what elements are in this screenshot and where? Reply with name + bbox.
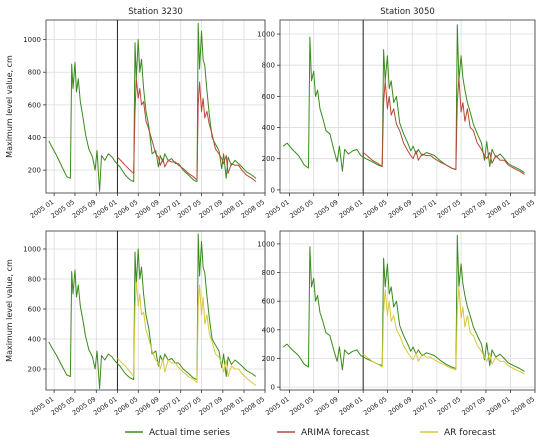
y-tick-label: 600 <box>262 298 275 306</box>
y-tick-label: 600 <box>28 306 41 314</box>
x-tick-label: 2005 09 <box>313 395 340 417</box>
y-tick-label: 600 <box>262 93 275 101</box>
series-line-ar <box>362 286 525 375</box>
y-tick-label: 1000 <box>23 246 41 254</box>
legend-label-ar: AR forecast <box>444 428 496 438</box>
series-line-arima <box>362 77 525 175</box>
y-tick-label: 800 <box>262 269 275 277</box>
y-tick-label: 800 <box>262 62 275 70</box>
series-line-actual <box>282 24 525 174</box>
y-tick-label: 1000 <box>23 36 41 44</box>
series-line-actual <box>48 22 257 192</box>
x-tick-label: 2005 01 <box>264 395 291 417</box>
x-tick-label: 2006 09 <box>387 395 414 417</box>
series-line-arima <box>117 78 257 182</box>
y-tick-label: 200 <box>262 355 275 363</box>
legend-label-actual: Actual time series <box>149 428 230 438</box>
x-tick-label: 2007 01 <box>411 395 438 417</box>
series-line-actual <box>282 234 525 372</box>
x-tick-label: 2007 09 <box>460 395 487 417</box>
x-tick-label: 2005 05 <box>288 198 315 220</box>
y-tick-label: 200 <box>28 366 41 374</box>
x-tick-label: 2008 05 <box>240 395 267 417</box>
x-tick-label: 2006 09 <box>387 198 414 220</box>
y-tick-label: 0 <box>271 384 275 392</box>
plot-frame <box>45 19 266 194</box>
y-tick-label: 1000 <box>257 240 275 248</box>
x-tick-label: 2007 05 <box>436 395 463 417</box>
x-tick-label: 2008 05 <box>510 395 537 417</box>
x-tick-label: 2008 05 <box>240 198 267 220</box>
x-tick-label: 2005 01 <box>264 198 291 220</box>
x-tick-label: 2008 01 <box>485 198 512 220</box>
y-tick-label: 0 <box>271 186 275 194</box>
y-tick-label: 1000 <box>257 31 275 39</box>
y-tick-label: 400 <box>28 134 41 142</box>
series-line-ar <box>117 281 257 386</box>
chart-title: Station 3230 <box>128 7 183 17</box>
x-tick-label: 2006 05 <box>362 395 389 417</box>
x-tick-label: 2007 09 <box>460 198 487 220</box>
y-tick-label: 800 <box>28 69 41 77</box>
x-tick-label: 2005 09 <box>313 198 340 220</box>
x-tick-label: 2006 05 <box>362 198 389 220</box>
y-tick-label: 200 <box>262 155 275 163</box>
x-tick-label: 2007 01 <box>411 198 438 220</box>
chart-title: Station 3050 <box>380 7 435 17</box>
series-line-actual <box>48 233 257 389</box>
y-tick-label: 800 <box>28 276 41 284</box>
x-tick-label: 2008 05 <box>510 198 537 220</box>
plot-frame <box>45 230 266 391</box>
y-axis-label: Maximum level value, cm <box>5 55 14 158</box>
x-tick-label: 2006 01 <box>338 395 365 417</box>
y-tick-label: 600 <box>28 101 41 109</box>
y-tick-label: 400 <box>262 326 275 334</box>
y-axis-label: Maximum level value, cm <box>5 259 14 362</box>
x-tick-label: 2005 05 <box>288 395 315 417</box>
plot-frame <box>279 19 536 194</box>
x-tick-label: 2006 01 <box>338 198 365 220</box>
legend-label-arima: ARIMA forecast <box>301 428 370 438</box>
y-tick-label: 400 <box>28 336 41 344</box>
x-tick-label: 2008 01 <box>485 395 512 417</box>
x-tick-label: 2007 05 <box>436 198 463 220</box>
plot-frame <box>279 230 536 391</box>
y-tick-label: 400 <box>262 124 275 132</box>
legend: Actual time series ARIMA forecast AR forec… <box>125 428 496 438</box>
y-tick-label: 200 <box>28 167 41 175</box>
